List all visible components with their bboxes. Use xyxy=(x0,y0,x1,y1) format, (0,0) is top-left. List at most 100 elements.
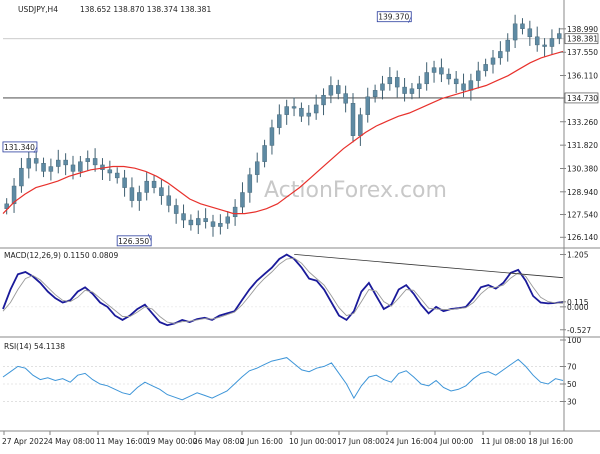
candle-body xyxy=(387,77,393,85)
candle-body xyxy=(542,44,547,47)
time-tick-label: 2 Jun 16:00 xyxy=(240,437,283,446)
price-panel: USDJPY,H4 138.652 138.870 138.374 138.38… xyxy=(2,5,599,247)
rsi-y-axis: 100 70 50 30 xyxy=(560,336,582,407)
time-tick-label: 26 May 08:00 xyxy=(193,437,245,446)
price-y-axis: 138.990 137.550 136.110 133.260 131.820 130.3… xyxy=(560,25,599,242)
candle-body xyxy=(306,112,312,117)
candle-body xyxy=(137,192,142,201)
time-tick-label: 10 Jun 00:00 xyxy=(289,437,337,446)
price-annotation-pointer xyxy=(147,233,152,241)
candle-body xyxy=(144,180,149,193)
candle-body xyxy=(431,67,437,73)
candle-body xyxy=(78,161,83,172)
macd-tick-label: 1.205 xyxy=(567,250,589,259)
candle-body xyxy=(417,83,422,89)
rsi-tick-label: 50 xyxy=(567,380,577,389)
macd-panel: MACD(12,26,9) 0.1150 0.0809 1.205 0.1150.… xyxy=(2,250,591,335)
price-tick-label: 136.110 xyxy=(567,72,598,81)
candle-body xyxy=(4,203,9,209)
rsi-gridlines xyxy=(3,366,564,402)
time-tick-label: 4 May 08:00 xyxy=(48,437,95,446)
candle-body xyxy=(520,23,525,29)
price-tick-label: 127.540 xyxy=(567,211,598,220)
candle-body xyxy=(476,70,481,81)
candle-body xyxy=(350,103,356,136)
candle-body xyxy=(505,39,510,52)
candle-body xyxy=(107,169,113,174)
moving-average-group xyxy=(2,50,564,215)
time-tick-label: 11 Jul 08:00 xyxy=(481,437,526,446)
price-annotation-box xyxy=(376,11,412,23)
candle-body xyxy=(461,83,466,91)
candle-body xyxy=(277,114,282,128)
candle-body xyxy=(151,180,157,188)
candle-body xyxy=(262,145,267,162)
macd-trendline xyxy=(294,253,564,279)
macd-lines-group xyxy=(2,253,564,327)
candle-body xyxy=(269,127,275,146)
candle-body xyxy=(247,174,253,193)
price-annotation-label: 131.340 xyxy=(4,143,35,152)
current-price-label: 138.381 xyxy=(567,35,598,44)
price-tick-label: 138.990 xyxy=(567,25,598,34)
candle-body xyxy=(439,67,444,75)
rsi-lines-group xyxy=(2,357,564,401)
candles-group xyxy=(4,14,562,237)
price-tick-label: 133.260 xyxy=(567,118,598,127)
candle-body xyxy=(33,158,39,164)
macd-tick-label: -0.527 xyxy=(567,326,591,335)
price-tick-label: 137.550 xyxy=(567,48,598,57)
support-level-box xyxy=(564,92,599,104)
candle-body xyxy=(56,159,61,167)
candle-body xyxy=(549,38,555,47)
candle-body xyxy=(490,57,496,65)
candle-body xyxy=(181,213,186,221)
time-tick-label: 11 May 16:00 xyxy=(96,437,148,446)
candle-body xyxy=(313,104,319,114)
candle-body xyxy=(498,51,503,59)
price-tick-label: 128.940 xyxy=(567,188,598,197)
macd-line xyxy=(2,253,564,327)
price-annotations: 131.340 126.350 139.370 xyxy=(2,11,412,247)
candle-body xyxy=(468,80,474,91)
candle-body xyxy=(358,114,363,136)
time-tick-label: 19 May 00:00 xyxy=(146,437,198,446)
candle-body xyxy=(114,172,120,179)
time-tick-label: 4 Jul 00:00 xyxy=(433,437,473,446)
symbol-label: USDJPY,H4 xyxy=(18,5,58,14)
candle-body xyxy=(343,93,348,104)
candle-body xyxy=(527,28,533,38)
candle-body xyxy=(85,158,90,162)
rsi-panel: RSI(14) 54.1138 100 70 50 30 xyxy=(2,336,582,407)
candle-body xyxy=(159,187,164,196)
candle-body xyxy=(203,218,208,222)
candle-body xyxy=(232,206,238,218)
candle-body xyxy=(409,88,415,94)
price-annotation-pointer xyxy=(33,146,38,154)
rsi-label: RSI(14) 54.1138 xyxy=(4,342,65,351)
candle-body xyxy=(365,96,370,115)
candle-body xyxy=(321,94,326,106)
candle-body xyxy=(11,185,17,205)
candle-body xyxy=(394,77,400,88)
candle-body xyxy=(41,163,46,172)
support-level-label: 134.730 xyxy=(567,94,598,103)
candle-body xyxy=(166,195,172,206)
candle-body xyxy=(380,83,385,91)
candle-body xyxy=(291,106,297,109)
macd-label: MACD(12,26,9) 0.1150 0.0809 xyxy=(4,251,118,260)
candle-body xyxy=(26,158,32,169)
candle-body xyxy=(328,85,334,96)
macd-tick-label: 0.000 xyxy=(567,303,589,312)
candle-body xyxy=(122,177,127,188)
candle-body xyxy=(402,86,407,94)
candle-body xyxy=(372,90,378,98)
price-annotation-label: 126.350 xyxy=(118,237,149,246)
rsi-tick-label: 30 xyxy=(567,398,577,407)
candle-body xyxy=(225,216,230,224)
current-price-box xyxy=(564,33,599,45)
candle-body xyxy=(70,164,76,172)
